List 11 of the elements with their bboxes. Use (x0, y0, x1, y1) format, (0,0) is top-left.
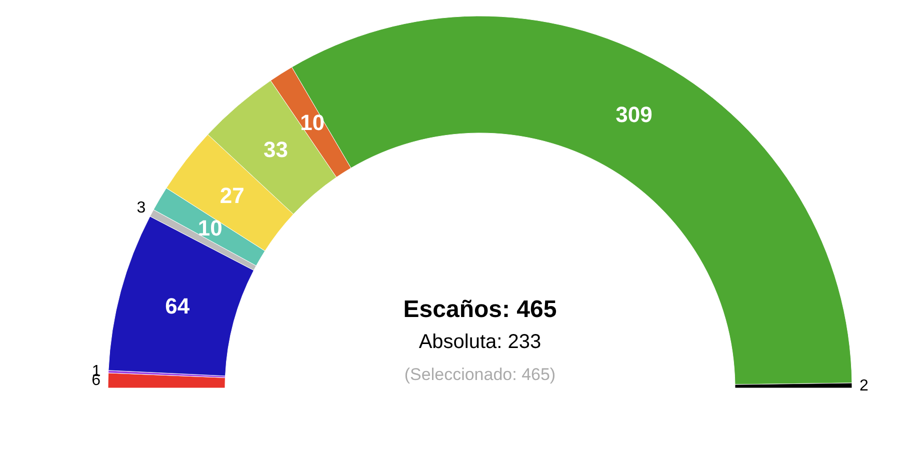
data-label: 309 (616, 102, 652, 127)
text: (Seleccionado: 465) (404, 365, 556, 384)
data-label: 27 (220, 183, 244, 208)
data-label: 10 (198, 216, 222, 241)
data-label: 33 (264, 137, 288, 162)
data-label: 2 (860, 377, 869, 394)
text: Escaños: 465 (403, 296, 557, 323)
data-label: 10 (300, 110, 325, 136)
text: Absoluta: 233 (418, 331, 542, 353)
data-label: 3 (136, 199, 146, 216)
data-label: 64 (165, 293, 190, 318)
